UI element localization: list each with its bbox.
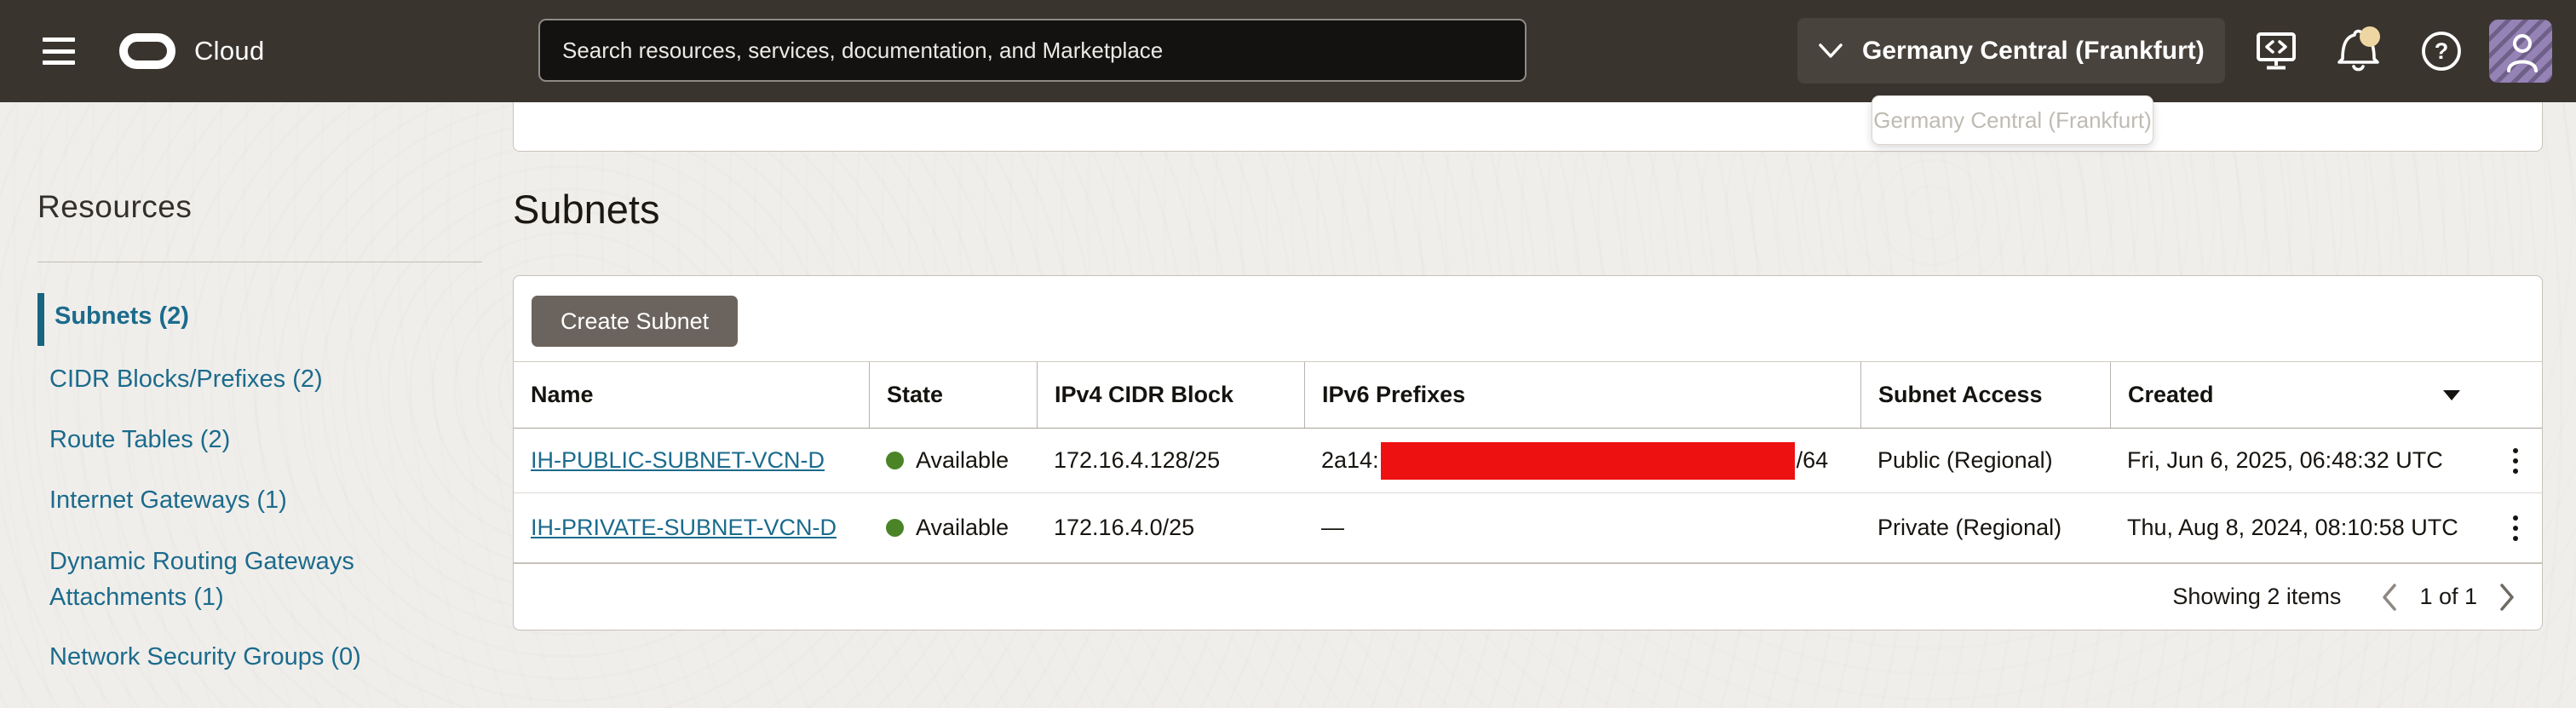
- subnet-access-value: Private (Regional): [1877, 515, 2062, 540]
- subnet-access-value: Public (Regional): [1877, 447, 2053, 473]
- user-avatar[interactable]: [2489, 20, 2552, 83]
- topbar: Cloud Germany Central (Frankfurt) ?: [0, 0, 2576, 102]
- column-header-ipv6[interactable]: IPv6 Prefixes: [1304, 362, 1860, 428]
- column-header-access[interactable]: Subnet Access: [1860, 362, 2110, 428]
- ipv6-prefix-cell: —: [1321, 515, 1344, 540]
- table-header: Name State IPv4 CIDR Block IPv6 Prefixes…: [514, 361, 2542, 429]
- sidebar-item-network-security-groups[interactable]: Network Security Groups (0): [49, 643, 361, 671]
- cloud-shell-icon[interactable]: [2249, 0, 2303, 102]
- chevron-down-icon: [1819, 43, 1843, 58]
- column-header-ipv4[interactable]: IPv4 CIDR Block: [1037, 362, 1304, 428]
- table-actions: Create Subnet: [514, 276, 2542, 361]
- svg-text:?: ?: [2435, 38, 2449, 64]
- table-row: IH-PRIVATE-SUBNET-VCN-D Available 172.16…: [514, 493, 2542, 564]
- status-label: Available: [916, 447, 1009, 473]
- previous-page-icon[interactable]: [2377, 579, 2402, 615]
- table-row: IH-PUBLIC-SUBNET-VCN-D Available 172.16.…: [514, 429, 2542, 493]
- person-icon: [2507, 34, 2538, 72]
- created-value: Thu, Aug 8, 2024, 08:10:58 UTC: [2127, 515, 2458, 540]
- page-indicator: 1 of 1: [2419, 584, 2477, 609]
- notifications-bell-icon[interactable]: [2331, 0, 2385, 102]
- ipv4-cidr-value: 172.16.4.128/25: [1054, 447, 1221, 473]
- status-available-dot: [886, 452, 904, 469]
- subnet-link[interactable]: IH-PUBLIC-SUBNET-VCN-D: [531, 447, 825, 473]
- subnet-link[interactable]: IH-PRIVATE-SUBNET-VCN-D: [531, 515, 837, 540]
- help-icon[interactable]: ?: [2414, 0, 2469, 102]
- column-header-actions: [2489, 362, 2542, 428]
- region-selector[interactable]: Germany Central (Frankfurt): [1797, 18, 2225, 83]
- subnets-table-card: Create Subnet Name State IPv4 CIDR Block…: [513, 275, 2543, 630]
- ipv6-prefix-start: 2a14:: [1321, 447, 1379, 473]
- sidebar-item-drg-attachments[interactable]: Dynamic Routing Gateways Attachments (1): [49, 548, 354, 611]
- row-actions-kebab-icon[interactable]: [2501, 440, 2530, 482]
- redaction-overlay: [1380, 441, 1795, 480]
- scrolled-card-bottom: [513, 102, 2543, 152]
- created-value: Fri, Jun 6, 2025, 06:48:32 UTC: [2127, 447, 2443, 473]
- search-input[interactable]: [538, 19, 1527, 82]
- ipv6-prefix-cell: 2a14: /64: [1304, 429, 1860, 492]
- status-available-dot: [886, 519, 904, 537]
- sidebar-heading: Resources: [37, 189, 193, 224]
- ipv6-prefix-end: /64: [1796, 447, 1829, 473]
- ipv4-cidr-value: 172.16.4.0/25: [1054, 515, 1195, 540]
- status-label: Available: [916, 515, 1009, 540]
- column-header-state[interactable]: State: [869, 362, 1037, 428]
- notification-badge: [2360, 26, 2380, 47]
- brand-title: Cloud: [194, 36, 265, 66]
- create-subnet-button[interactable]: Create Subnet: [532, 296, 739, 347]
- items-count-label: Showing 2 items: [2172, 584, 2342, 609]
- selected-item-bar: [37, 293, 44, 346]
- sort-descending-icon: [2443, 389, 2460, 400]
- pagination: 1 of 1: [2377, 579, 2520, 615]
- table-footer: Showing 2 items 1 of 1: [514, 564, 2542, 630]
- sidebar-item-cidr-blocks[interactable]: CIDR Blocks/Prefixes (2): [49, 366, 323, 393]
- sidebar-item-internet-gateways[interactable]: Internet Gateways (1): [49, 486, 287, 514]
- region-tooltip-text: Germany Central (Frankfurt): [1873, 106, 2152, 133]
- sidebar-item-subnets[interactable]: Subnets (2): [55, 302, 189, 330]
- page-title: Subnets: [513, 187, 660, 232]
- column-header-created[interactable]: Created: [2110, 362, 2489, 428]
- hamburger-menu-icon[interactable]: [43, 37, 75, 65]
- sidebar-item-route-tables[interactable]: Route Tables (2): [49, 426, 231, 453]
- row-actions-kebab-icon[interactable]: [2501, 507, 2530, 550]
- region-label: Germany Central (Frankfurt): [1862, 36, 2205, 65]
- column-header-name[interactable]: Name: [531, 382, 594, 407]
- oracle-logo-icon[interactable]: [119, 33, 175, 69]
- next-page-icon[interactable]: [2494, 579, 2520, 615]
- region-tooltip: Germany Central (Frankfurt): [1872, 95, 2153, 145]
